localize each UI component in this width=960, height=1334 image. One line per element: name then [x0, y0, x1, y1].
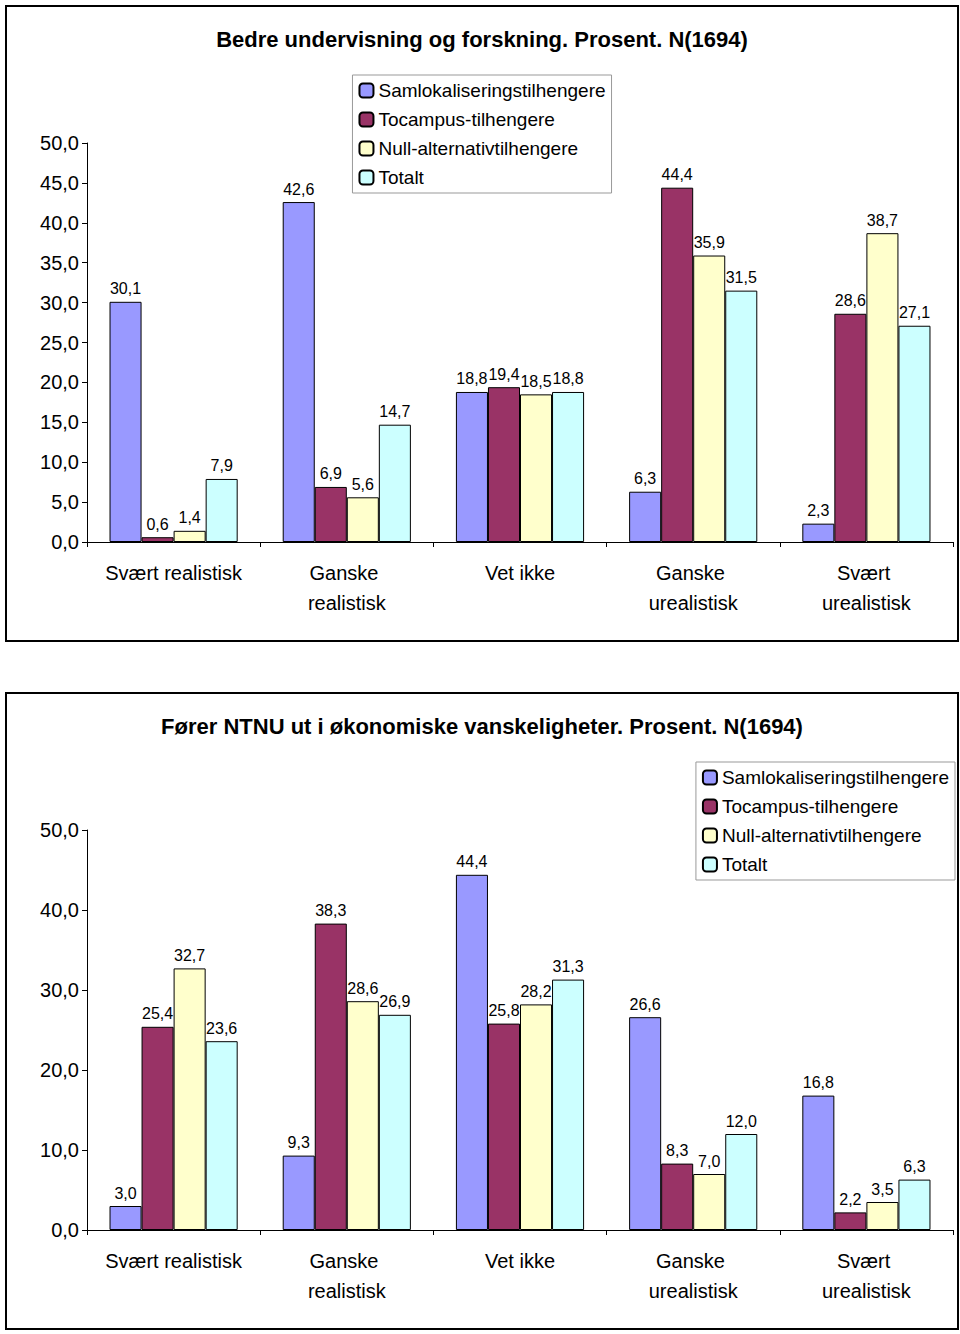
svg-text:28,2: 28,2	[520, 983, 551, 1000]
svg-text:urealistisk: urealistisk	[822, 1280, 912, 1302]
svg-text:44,4: 44,4	[456, 853, 487, 870]
svg-text:Svært realistisk: Svært realistisk	[105, 1250, 243, 1272]
svg-text:31,5: 31,5	[726, 269, 757, 286]
svg-text:Totalt: Totalt	[378, 167, 424, 188]
svg-text:44,4: 44,4	[662, 166, 693, 183]
svg-text:Ganske: Ganske	[310, 562, 384, 584]
svg-text:35,9: 35,9	[694, 234, 725, 251]
svg-text:12,0: 12,0	[726, 1113, 757, 1130]
svg-text:2,3: 2,3	[807, 502, 829, 519]
svg-text:Totalt: Totalt	[722, 854, 768, 875]
svg-text:Ganske: Ganske	[310, 1250, 384, 1272]
svg-text:Svært realistisk: Svært realistisk	[105, 562, 243, 584]
svg-text:urealistisk: urealistisk	[822, 592, 912, 614]
svg-text:1,4: 1,4	[178, 509, 200, 526]
svg-text:30,0: 30,0	[40, 979, 79, 1001]
svg-text:Fører NTNU ut i økonomiske van: Fører NTNU ut i økonomiske vanskelighete…	[161, 714, 803, 739]
svg-text:5,6: 5,6	[352, 476, 374, 493]
svg-text:Tocampus-tilhengere: Tocampus-tilhengere	[722, 796, 898, 817]
svg-text:Bedre undervisning og forsknin: Bedre undervisning og forskning. Prosent…	[216, 27, 748, 52]
svg-text:42,6: 42,6	[283, 181, 314, 198]
svg-text:10,0: 10,0	[40, 1139, 79, 1161]
svg-text:Svært: Svært	[837, 1250, 896, 1272]
svg-text:25,0: 25,0	[40, 332, 79, 354]
svg-text:0,6: 0,6	[146, 516, 168, 533]
svg-text:10,0: 10,0	[40, 451, 79, 473]
svg-text:27,1: 27,1	[899, 304, 930, 321]
svg-text:32,7: 32,7	[174, 947, 205, 964]
svg-text:Svært: Svært	[837, 562, 896, 584]
svg-text:30,1: 30,1	[110, 280, 141, 297]
svg-text:3,5: 3,5	[871, 1181, 893, 1198]
svg-text:18,8: 18,8	[456, 370, 487, 387]
svg-text:16,8: 16,8	[803, 1074, 834, 1091]
svg-text:30,0: 30,0	[40, 292, 79, 314]
svg-text:Null-alternativtilhengere: Null-alternativtilhengere	[378, 138, 578, 159]
svg-text:18,5: 18,5	[520, 373, 551, 390]
svg-text:Null-alternativtilhengere: Null-alternativtilhengere	[722, 825, 922, 846]
svg-text:18,8: 18,8	[552, 370, 583, 387]
svg-text:Vet ikke: Vet ikke	[485, 562, 555, 584]
svg-text:38,7: 38,7	[867, 212, 898, 229]
svg-text:26,6: 26,6	[630, 996, 661, 1013]
svg-text:urealistisk: urealistisk	[649, 592, 739, 614]
svg-text:Vet ikke: Vet ikke	[485, 1250, 555, 1272]
svg-text:20,0: 20,0	[40, 371, 79, 393]
svg-text:6,3: 6,3	[634, 470, 656, 487]
svg-text:28,6: 28,6	[347, 980, 378, 997]
svg-text:8,3: 8,3	[666, 1142, 688, 1159]
svg-text:35,0: 35,0	[40, 252, 79, 274]
svg-text:Samlokaliseringstilhengere: Samlokaliseringstilhengere	[378, 80, 605, 101]
svg-text:6,9: 6,9	[320, 465, 342, 482]
svg-text:20,0: 20,0	[40, 1059, 79, 1081]
svg-text:0,0: 0,0	[51, 1219, 79, 1241]
svg-text:25,4: 25,4	[142, 1005, 173, 1022]
svg-text:40,0: 40,0	[40, 899, 79, 921]
svg-text:6,3: 6,3	[903, 1158, 925, 1175]
svg-text:0,0: 0,0	[51, 531, 79, 553]
svg-text:40,0: 40,0	[40, 212, 79, 234]
svg-text:Tocampus-tilhengere: Tocampus-tilhengere	[378, 109, 554, 130]
svg-text:31,3: 31,3	[552, 958, 583, 975]
svg-text:realistisk: realistisk	[308, 1280, 387, 1302]
svg-text:urealistisk: urealistisk	[649, 1280, 739, 1302]
svg-text:Samlokaliseringstilhengere: Samlokaliseringstilhengere	[722, 767, 949, 788]
svg-text:45,0: 45,0	[40, 172, 79, 194]
svg-text:7,0: 7,0	[698, 1153, 720, 1170]
svg-text:25,8: 25,8	[488, 1002, 519, 1019]
svg-text:28,6: 28,6	[835, 292, 866, 309]
svg-text:38,3: 38,3	[315, 902, 346, 919]
svg-text:Ganske: Ganske	[656, 562, 730, 584]
svg-text:2,2: 2,2	[839, 1191, 861, 1208]
svg-text:26,9: 26,9	[379, 993, 410, 1010]
svg-text:3,0: 3,0	[114, 1185, 136, 1202]
svg-text:23,6: 23,6	[206, 1020, 237, 1037]
svg-text:9,3: 9,3	[288, 1134, 310, 1151]
svg-text:Ganske: Ganske	[656, 1250, 730, 1272]
svg-text:50,0: 50,0	[40, 819, 79, 841]
svg-text:7,9: 7,9	[211, 457, 233, 474]
svg-text:14,7: 14,7	[379, 403, 410, 420]
svg-text:19,4: 19,4	[488, 366, 519, 383]
svg-text:realistisk: realistisk	[308, 592, 387, 614]
svg-text:15,0: 15,0	[40, 411, 79, 433]
svg-text:50,0: 50,0	[40, 132, 79, 154]
svg-text:5,0: 5,0	[51, 491, 79, 513]
